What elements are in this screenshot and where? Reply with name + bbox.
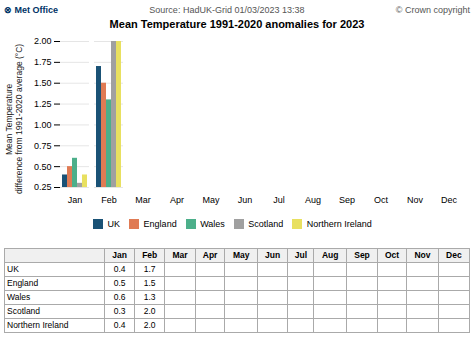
svg-text:0.75: 0.75 [34, 141, 52, 151]
html-text:Source: HadUK-Grid 01/03/2023: Source: HadUK-Grid 01/03/2023 13:38 [149, 4, 305, 15]
html-text:© Crown copyright: © Crown copyright [395, 4, 470, 15]
html-text:Scotland: Scotland [7, 306, 41, 316]
html-text:UK: UK [7, 264, 19, 274]
html-text:Sep: Sep [354, 250, 370, 260]
html-text:England: England [7, 278, 39, 288]
html-text:Nov: Nov [414, 250, 431, 260]
html-text:Apr: Apr [202, 250, 218, 260]
html-text:UK: UK [107, 218, 121, 229]
html-text:Feb: Feb [142, 250, 158, 260]
html-text:Jun: Jun [265, 250, 281, 260]
svg-text:Apr: Apr [170, 195, 184, 205]
html-text:⊗ Met Office: ⊗ Met Office [4, 4, 58, 15]
html-text:England: England [143, 218, 177, 229]
html-text:Aug: Aug [321, 250, 339, 260]
svg-text:Oct: Oct [374, 195, 389, 205]
svg-text:1.50: 1.50 [34, 78, 52, 88]
html-text:Oct: Oct [385, 250, 400, 260]
svg-text:0.50: 0.50 [34, 162, 52, 172]
svg-text:1.25: 1.25 [34, 99, 52, 109]
html-text:Scotland: Scotland [248, 218, 284, 229]
svg-text:1.00: 1.00 [34, 120, 52, 130]
html-text:Wales: Wales [7, 292, 31, 302]
html-text:May: May [232, 250, 250, 260]
svg-text:Mar: Mar [135, 195, 151, 205]
html-text:1.5: 1.5 [143, 278, 156, 288]
svg-text:Jun: Jun [238, 195, 253, 205]
html-text:Jan: Jan [112, 250, 127, 260]
html-text:0.6: 0.6 [113, 292, 126, 302]
svg-text:May: May [202, 195, 220, 205]
html-text:1.7: 1.7 [143, 264, 156, 274]
html-text:Northern Ireland: Northern Ireland [306, 218, 372, 229]
html-text:Dec: Dec [446, 250, 462, 260]
html-text:Mean Temperature difference fr: Mean Temperature difference from 1991-20… [4, 43, 25, 195]
svg-text:Sep: Sep [339, 195, 355, 205]
html-text:Jul: Jul [294, 250, 307, 260]
html-text:Mean Temperature 1991-2020 ano: Mean Temperature 1991-2020 anomalies for… [109, 18, 365, 30]
html-text:0.5: 0.5 [113, 278, 126, 288]
svg-text:Aug: Aug [305, 195, 321, 205]
svg-text:Jan: Jan [68, 195, 83, 205]
html-text:Mar: Mar [172, 250, 188, 260]
html-text:0.4: 0.4 [113, 264, 126, 274]
html-text:1.3: 1.3 [143, 292, 156, 302]
html-text:0.4: 0.4 [113, 320, 126, 330]
svg-text:Feb: Feb [101, 195, 117, 205]
html-text:2.0: 2.0 [143, 306, 156, 316]
html-text:Wales: Wales [200, 218, 225, 229]
html-text:2.0: 2.0 [143, 320, 156, 330]
svg-text:2.00: 2.00 [34, 36, 52, 46]
html-text:0.3: 0.3 [113, 306, 126, 316]
html-text:Northern Ireland: Northern Ireland [7, 320, 69, 330]
svg-text:1.75: 1.75 [34, 57, 52, 67]
svg-text:Jul: Jul [273, 195, 285, 205]
svg-text:Dec: Dec [441, 195, 458, 205]
svg-text:0.25: 0.25 [34, 182, 52, 192]
svg-text:Nov: Nov [407, 195, 424, 205]
